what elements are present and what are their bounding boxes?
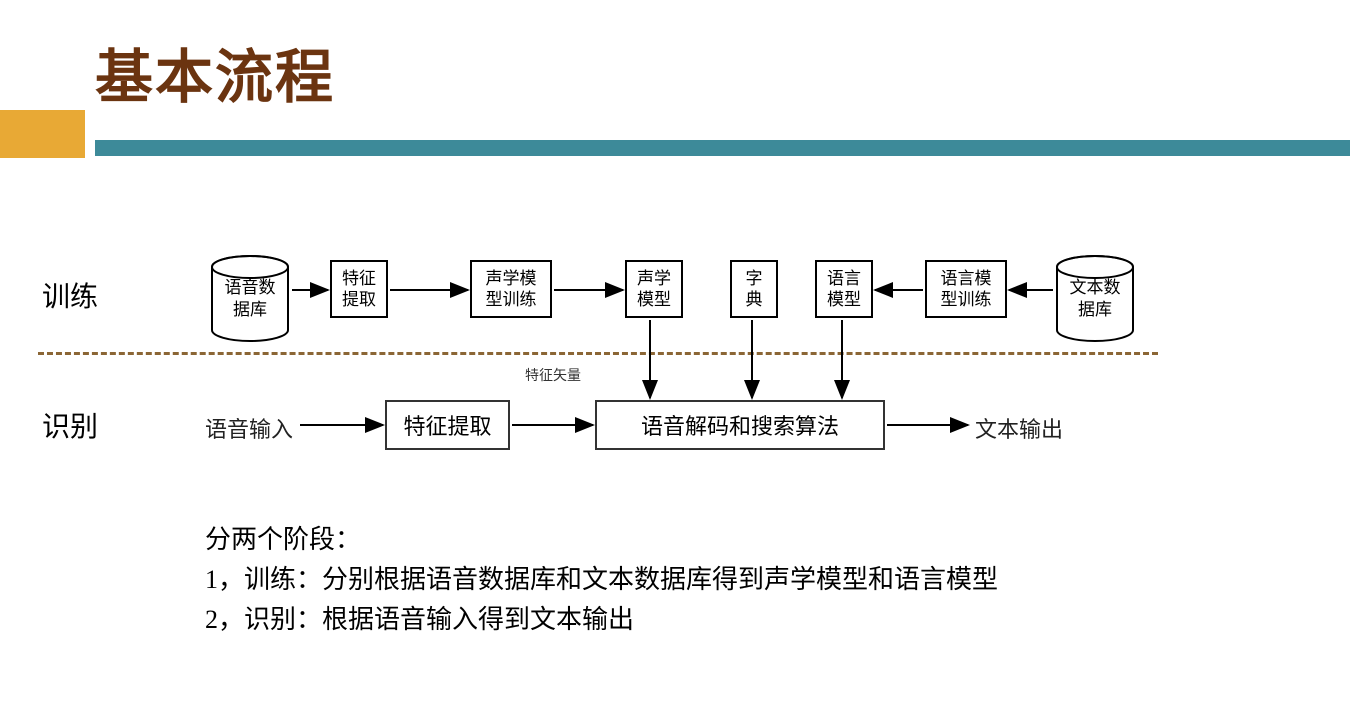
separator-bar (95, 140, 1350, 156)
cyl-right-line2: 据库 (1055, 299, 1135, 321)
text-speech-input: 语音输入 (205, 412, 293, 444)
row-label-recognize: 识别 (42, 405, 98, 445)
desc-line2: 1，训练：分别根据语音数据库和文本数据库得到声学模型和语言模型 (205, 560, 998, 600)
box-acoustic-train: 声学模型训练 (470, 260, 552, 318)
title-bar: 基本流程 (0, 30, 1350, 114)
page-title: 基本流程 (95, 30, 1350, 114)
flowchart: 训练 识别 语音数 据库 特征提取 声学模型训练 声学模型 字典 语言模型 语言… (0, 220, 1350, 520)
description: 分两个阶段： 1，训练：分别根据语音数据库和文本数据库得到声学模型和语言模型 2… (205, 520, 998, 640)
cyl-left-line2: 据库 (210, 299, 290, 321)
box-language-train: 语言模型训练 (925, 260, 1007, 318)
box-decode-search: 语音解码和搜索算法 (595, 400, 885, 450)
box-dictionary: 字典 (730, 260, 778, 318)
desc-line3: 2，识别：根据语音输入得到文本输出 (205, 600, 998, 640)
feature-vector-label: 特征矢量 (525, 365, 581, 385)
row-label-train: 训练 (42, 275, 98, 315)
accent-block (0, 110, 85, 158)
text-text-output: 文本输出 (975, 412, 1063, 444)
box-language-model: 语言模型 (815, 260, 873, 318)
box-rec-feature: 特征提取 (385, 400, 510, 450)
cyl-right-line1: 文本数 (1055, 277, 1135, 299)
phase-separator (38, 352, 1158, 355)
box-feature-extract: 特征提取 (330, 260, 388, 318)
cylinder-text-db: 文本数 据库 (1055, 255, 1135, 340)
desc-line1: 分两个阶段： (205, 520, 998, 560)
box-acoustic-model: 声学模型 (625, 260, 683, 318)
cyl-left-line1: 语音数 (210, 277, 290, 299)
cylinder-speech-db: 语音数 据库 (210, 255, 290, 340)
